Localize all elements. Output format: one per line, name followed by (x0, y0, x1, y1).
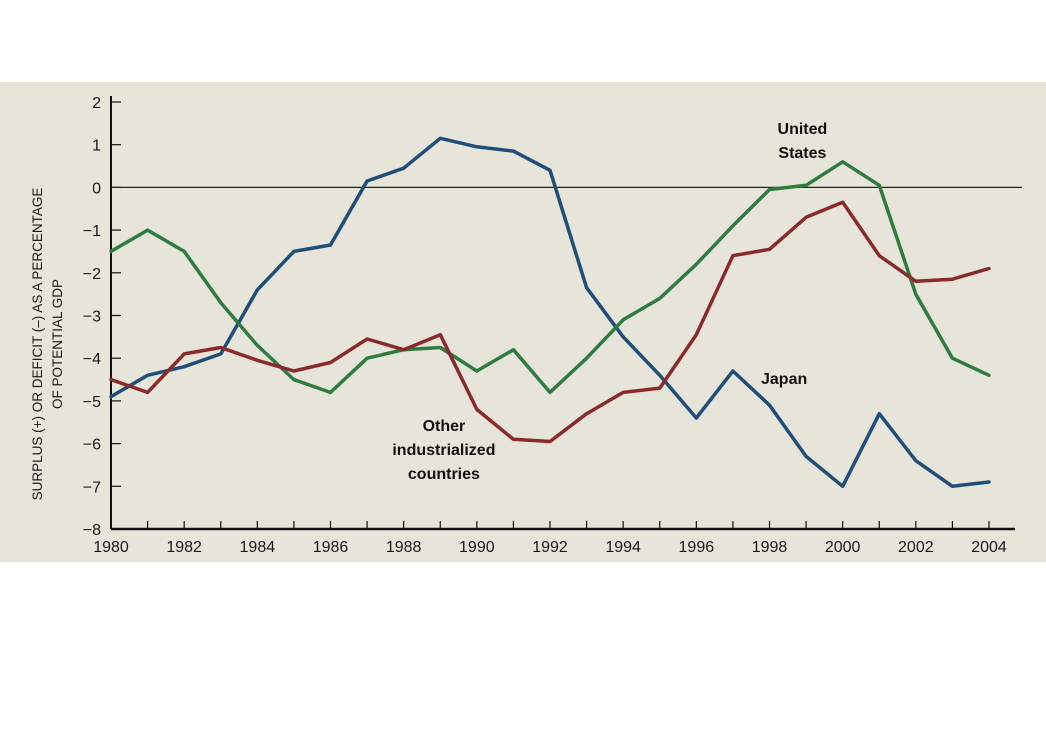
x-tick-label: 1996 (679, 539, 715, 556)
other-industrialized-annotation: industrialized (392, 442, 495, 459)
y-tick-label: −7 (83, 479, 101, 496)
chart-panel: SURPLUS (+) OR DEFICIT (–) AS A PERCENTA… (0, 82, 1046, 562)
y-tick-label: −5 (83, 394, 101, 411)
other-industrialized-annotation: Other (423, 418, 466, 435)
y-tick-label: −3 (83, 309, 101, 326)
series-annotations: United States Japan Other industrialized coun… (392, 121, 827, 483)
united-states-annotation: United (778, 121, 828, 138)
y-tick-label: −2 (83, 266, 101, 283)
x-tick-label: 1982 (166, 539, 202, 556)
y-tick-label: −8 (83, 522, 101, 539)
x-tick-label: 1986 (313, 539, 349, 556)
y-tick-label: −6 (83, 437, 101, 454)
japan-annotation: Japan (761, 371, 807, 388)
y-tick-label: 0 (92, 180, 101, 197)
x-tick-label: 1998 (752, 539, 788, 556)
y-axis-label: SURPLUS (+) OR DEFICIT (–) AS A PERCENTA… (30, 188, 65, 501)
united-states-line (109, 160, 991, 395)
x-tick-label: 1988 (386, 539, 422, 556)
y-tick-label: −1 (83, 223, 101, 240)
japan-line (109, 136, 991, 489)
x-tick-label: 1994 (605, 539, 641, 556)
y-tick-label: 2 (92, 95, 101, 112)
x-tick-label: 2000 (825, 539, 861, 556)
series-lines (109, 136, 991, 489)
x-tick-label: 2004 (971, 539, 1007, 556)
y-tick-label: 1 (92, 138, 101, 155)
x-tick-label: 1990 (459, 539, 495, 556)
other-industrialized-line (109, 200, 991, 444)
x-tick-label: 1984 (240, 539, 276, 556)
y-axis-label-line-1: SURPLUS (+) OR DEFICIT (–) AS A PERCENTA… (30, 188, 45, 501)
x-tick-label: 1992 (532, 539, 568, 556)
y-axis-label-line-2: OF POTENTIAL GDP (50, 279, 65, 409)
x-tick-label: 1980 (93, 539, 129, 556)
budget-balance-line-chart: SURPLUS (+) OR DEFICIT (–) AS A PERCENTA… (30, 95, 1022, 556)
other-industrialized-annotation: countries (408, 466, 480, 483)
x-tick-label: 2002 (898, 539, 934, 556)
united-states-annotation: States (778, 145, 826, 162)
y-tick-label: −4 (83, 351, 101, 368)
